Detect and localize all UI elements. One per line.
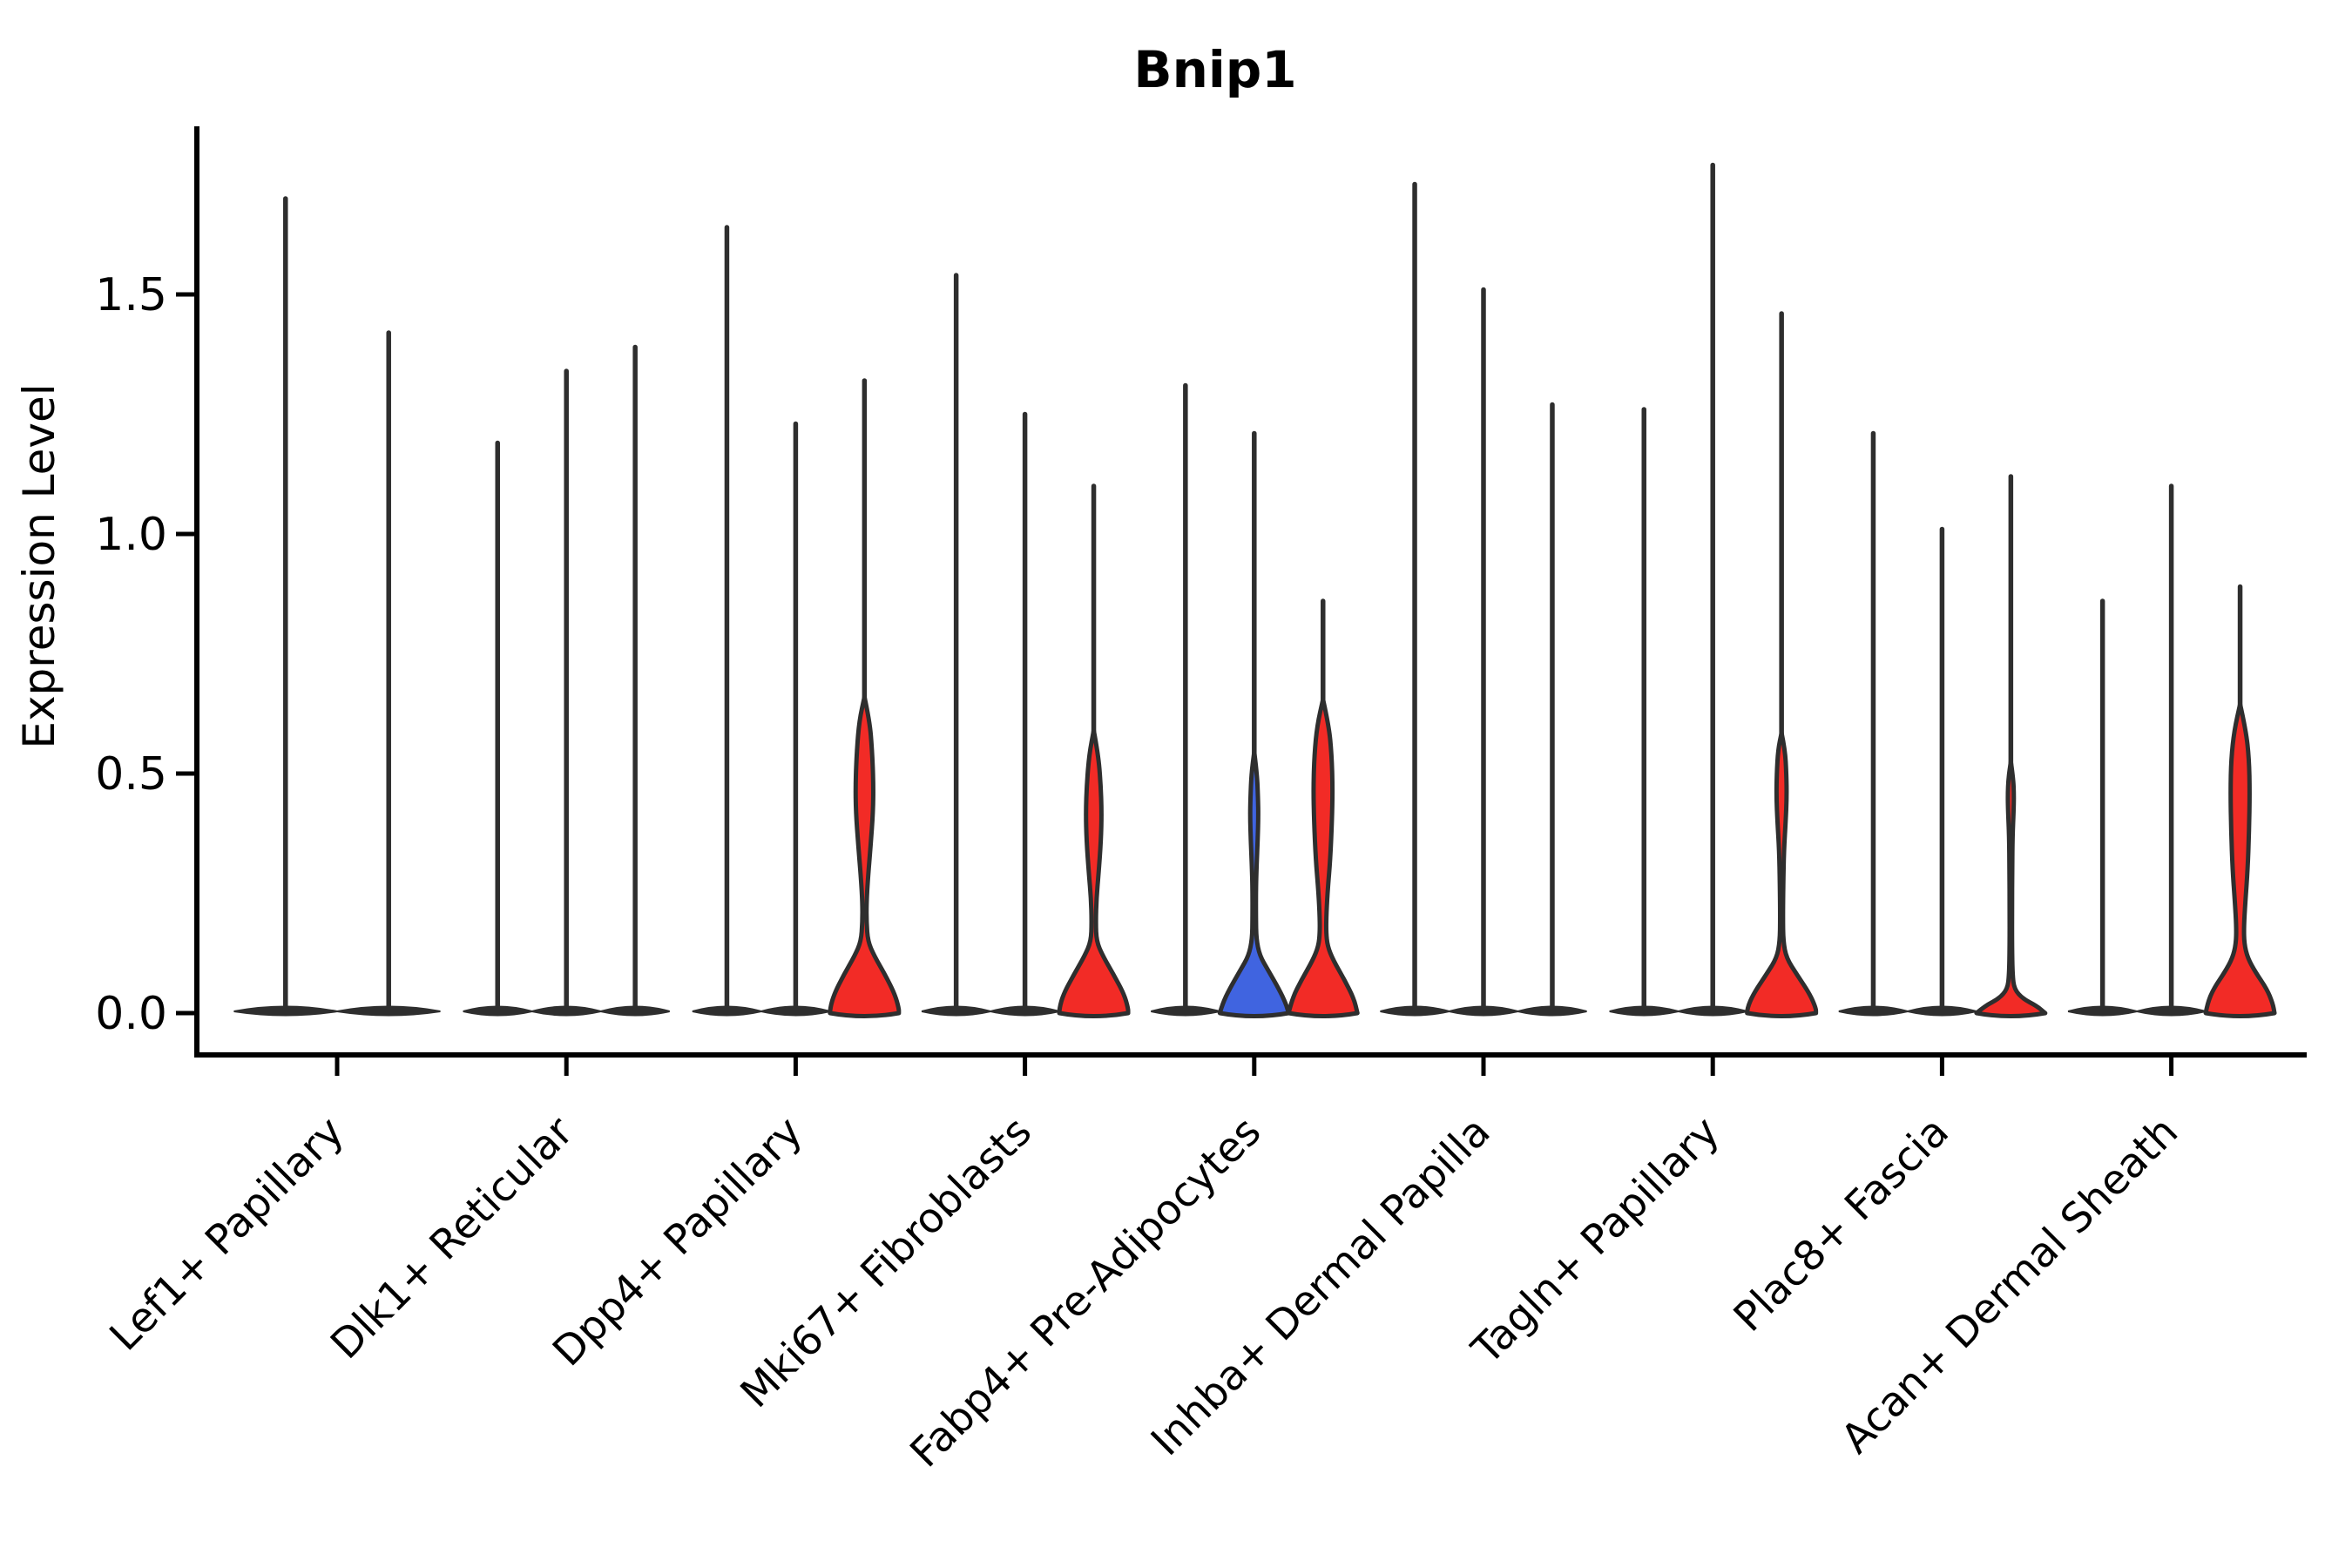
violin: [600, 344, 670, 1017]
violin: [1151, 382, 1220, 1017]
y-axis-label: Expression Level: [14, 383, 64, 748]
x-tick-label: Dlk1+ Reticular: [321, 1107, 583, 1369]
violin-body-red: [1286, 697, 1360, 1018]
violin: [1517, 402, 1587, 1017]
violin: [1838, 430, 1909, 1017]
violin-base: [336, 1005, 441, 1017]
violin: [531, 368, 601, 1017]
violin: [760, 421, 831, 1017]
y-tick-label: 1.5: [95, 269, 167, 321]
chart-title: Bnip1: [1133, 40, 1296, 99]
x-tick-label: Dpp4+ Papillary: [544, 1108, 812, 1376]
violin: [1745, 311, 1819, 1018]
violin: [2136, 483, 2207, 1017]
violin: [1907, 526, 1977, 1017]
violin-body-red: [828, 694, 902, 1018]
violin-base: [463, 1005, 532, 1017]
violin-base: [1380, 1005, 1450, 1017]
violin-base: [692, 1005, 762, 1017]
x-tick-label: Plac8+ Fascia: [1725, 1108, 1958, 1342]
violin-base: [921, 1005, 991, 1017]
violin: [2067, 598, 2138, 1017]
y-tick-label: 0.5: [95, 748, 167, 801]
violin-base: [2067, 1005, 2138, 1017]
violin: [1380, 181, 1450, 1017]
violin: [1286, 598, 1360, 1018]
y-tick-label: 1.0: [95, 509, 167, 561]
violin: [990, 411, 1060, 1017]
violin: [692, 225, 762, 1017]
violin-base: [600, 1005, 670, 1017]
violin: [828, 378, 902, 1018]
violin-base: [1151, 1005, 1220, 1017]
violin-base: [1907, 1005, 1977, 1017]
violin: [1449, 287, 1518, 1017]
violin-base: [531, 1005, 601, 1017]
x-tick-label: Tagln+ Papillary: [1463, 1108, 1729, 1375]
violin: [1609, 407, 1679, 1017]
violin-base: [1678, 1005, 1747, 1017]
violin-base: [990, 1005, 1060, 1017]
violin-base: [1609, 1005, 1679, 1017]
violin-base: [1838, 1005, 1909, 1017]
violin: [1217, 430, 1291, 1018]
violin: [921, 273, 991, 1017]
violin-base: [1517, 1005, 1587, 1017]
y-tick-label: 0.0: [95, 988, 167, 1040]
violin: [233, 196, 338, 1017]
violin: [1678, 162, 1747, 1017]
violin: [336, 330, 441, 1017]
violin-body-red: [1974, 759, 2048, 1018]
violin-base: [233, 1005, 338, 1017]
violin: [463, 440, 532, 1017]
violin-base: [760, 1005, 831, 1017]
violin: [1974, 474, 2048, 1018]
violin-base: [2136, 1005, 2207, 1017]
violin-body-red: [2203, 701, 2277, 1018]
violins-layer: [233, 162, 2277, 1018]
violin: [1057, 483, 1131, 1018]
axes: 0.0 0.5 1.0 1.5: [95, 126, 2307, 1076]
violin: [2203, 584, 2277, 1018]
violin-base: [1449, 1005, 1518, 1017]
violin-body-red: [1057, 728, 1131, 1018]
violin-body-red: [1745, 730, 1819, 1018]
x-tick-label: Lef1+ Papillary: [101, 1108, 354, 1361]
violin-body-blue: [1217, 749, 1291, 1018]
